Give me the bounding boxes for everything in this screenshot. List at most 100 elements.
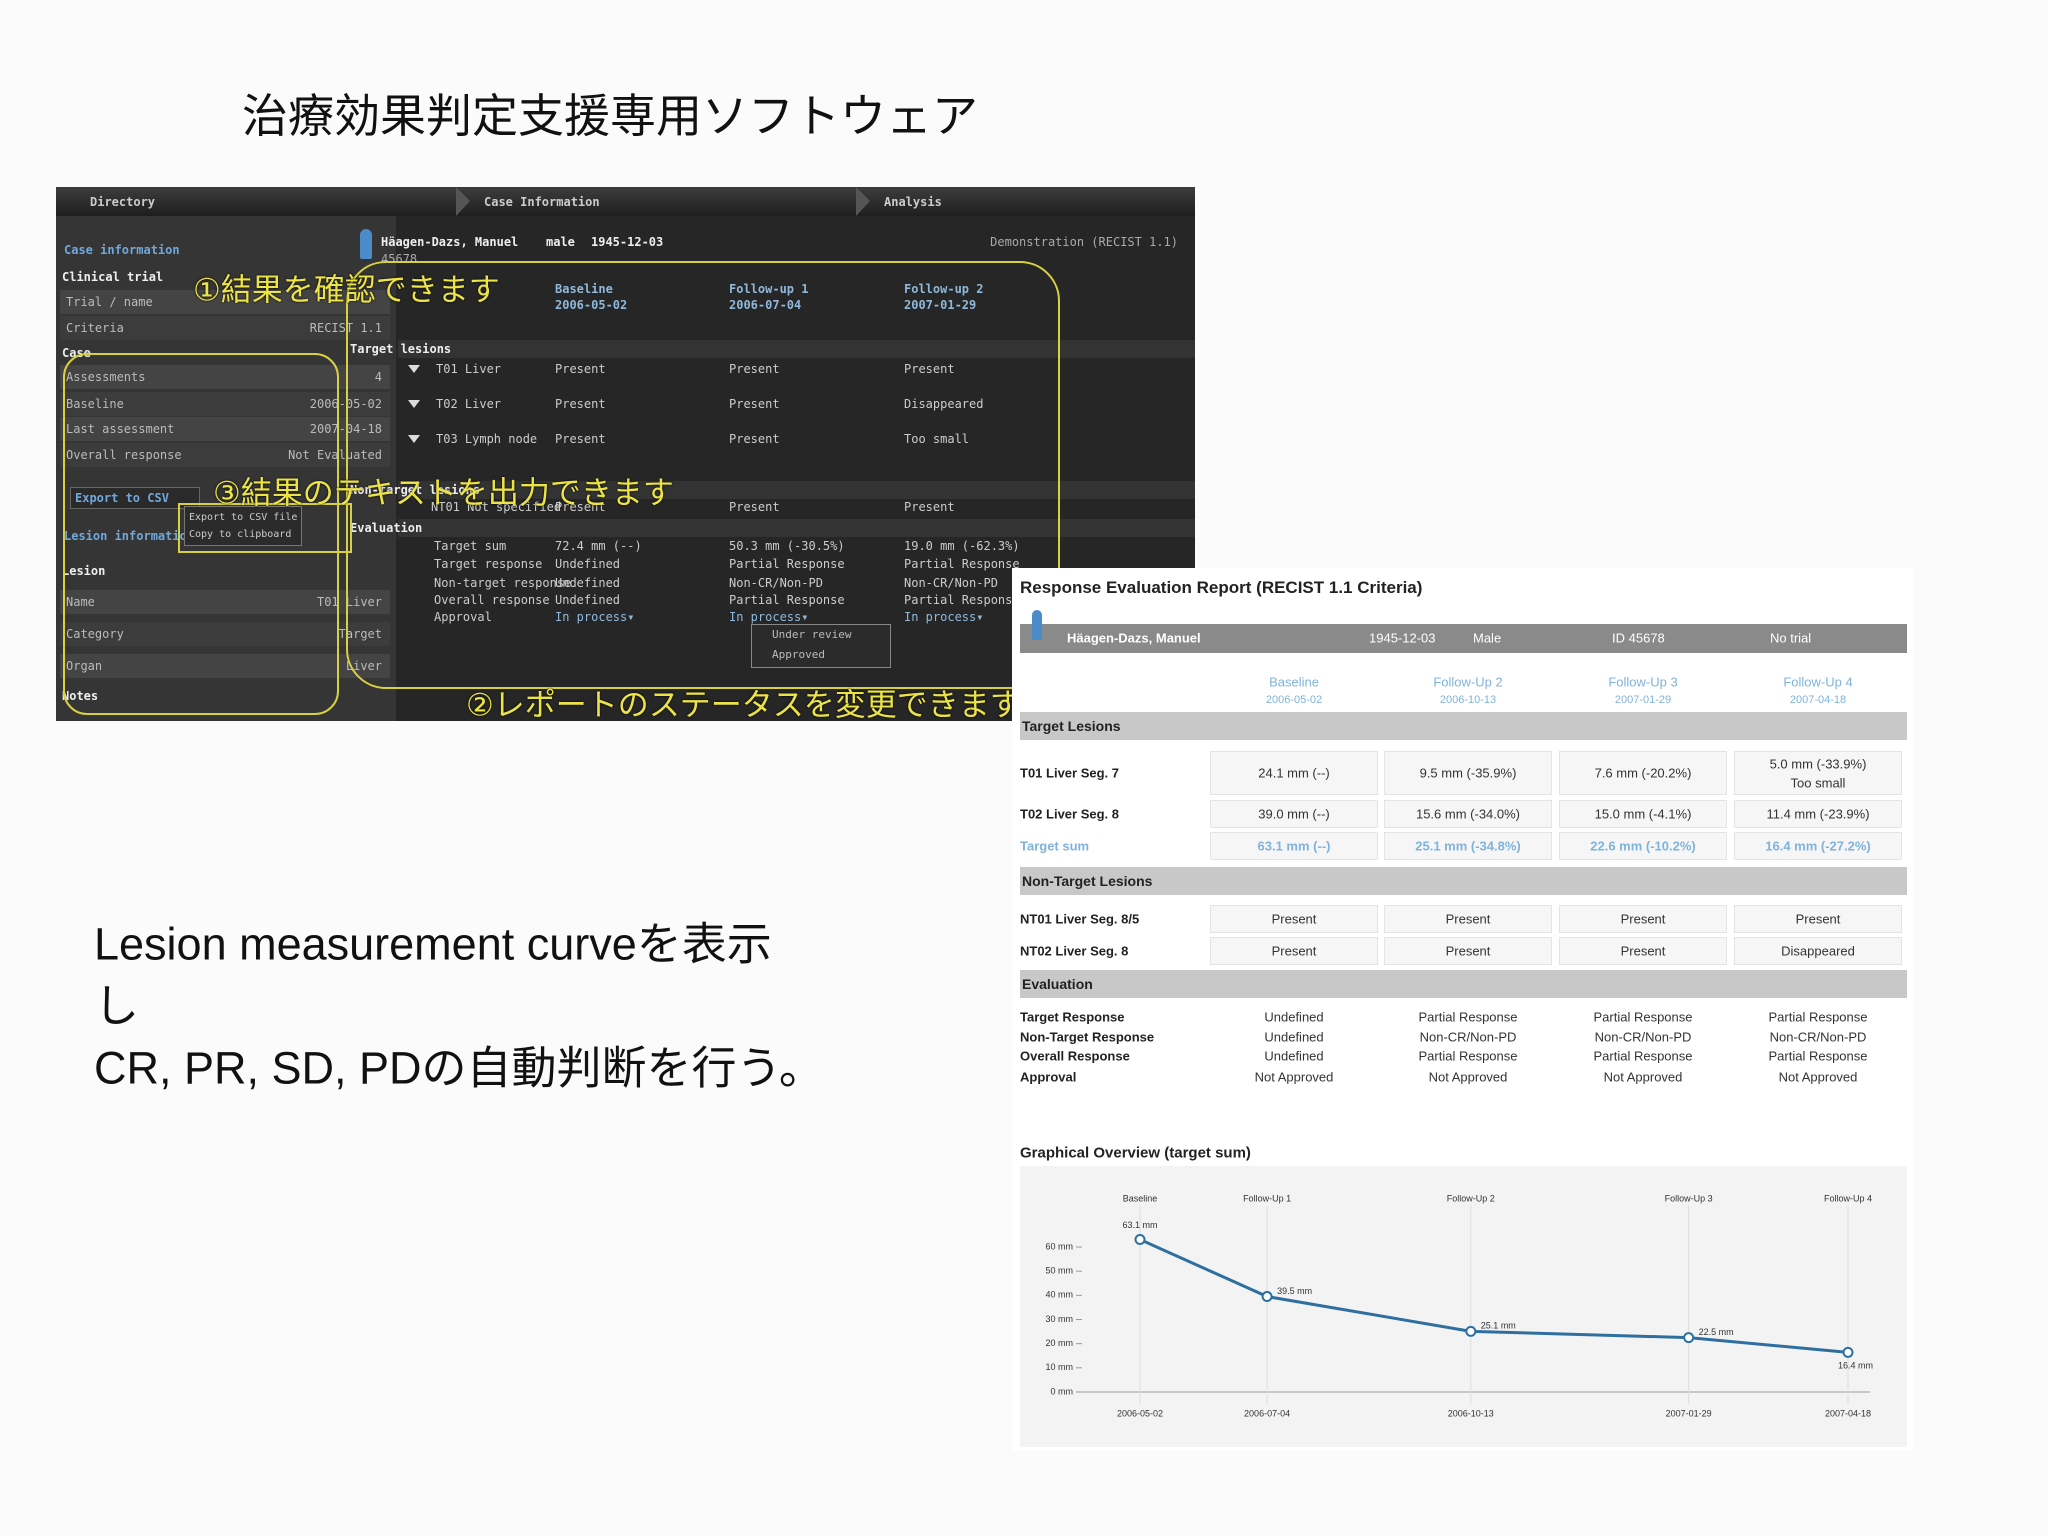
cell: In process▾	[729, 610, 809, 624]
sidebar-row	[60, 392, 390, 416]
row-label: T03 Lymph node	[436, 432, 538, 446]
highlight-frame	[63, 353, 339, 715]
cell: Present	[729, 500, 780, 514]
row-label: T02 Liver Seg. 8	[1020, 806, 1119, 822]
point	[1842, 1346, 1854, 1358]
y-tick-label: 40 mm	[1045, 1290, 1073, 1300]
value-label: 25.1 mm	[1481, 1321, 1516, 1331]
cell: In process▾	[904, 610, 984, 624]
expand-arrow	[408, 400, 420, 408]
sidebar-row	[60, 290, 390, 314]
slide-title: 治療効果判定支援専用ソフトウェア	[242, 91, 978, 142]
sidebar-value: RECIST 1.1	[309, 321, 382, 335]
menu-item[interactable]: Under review	[772, 628, 852, 641]
phase-label: Follow-Up 1	[1243, 1193, 1291, 1203]
person-icon	[1032, 610, 1042, 640]
column-header: Baseline	[555, 282, 613, 296]
cell: Not Approved	[1254, 1069, 1334, 1085]
sidebar-label: Baseline	[66, 397, 124, 411]
cell-box	[1559, 800, 1727, 828]
row-label: NT01 Not specified	[431, 500, 562, 514]
x-tick-label: 2007-01-29	[1666, 1408, 1712, 1418]
patient-patient: Häagen-Dazs, Manuel	[381, 235, 519, 249]
sidebar-value: 2007-04-18	[309, 422, 382, 436]
cell-box	[1384, 937, 1552, 965]
sidebar-value: 4	[374, 370, 382, 384]
cell-box	[1734, 937, 1902, 965]
column-header: Follow-Up 4	[1783, 674, 1853, 690]
cell-box	[1734, 751, 1902, 795]
sidebar-label: Last assessment	[66, 422, 175, 436]
value-label: 63.1 mm	[1122, 1220, 1157, 1230]
tab[interactable]: Analysis	[884, 195, 942, 209]
cell: Non-CR/Non-PD	[904, 576, 998, 590]
row-label: T02 Liver	[436, 397, 502, 411]
sidebar-row	[60, 316, 390, 340]
cell: Non-CR/Non-PD	[1419, 1029, 1517, 1045]
menu-item[interactable]: Export to CSV file	[189, 512, 298, 523]
menu-item[interactable]: Approved	[772, 648, 825, 661]
point	[1261, 1291, 1273, 1303]
column-header: 2007-01-29	[904, 298, 977, 312]
column-header: 2007-04-18	[1789, 694, 1847, 706]
cell: 19.0 mm (-62.3%)	[904, 539, 1020, 553]
cell: Present	[555, 397, 606, 411]
row-label: Non-Target Response	[1020, 1029, 1155, 1045]
cell: 9.5 mm (-35.9%)	[1419, 765, 1517, 781]
section-bar	[398, 519, 1195, 537]
sidebar-label: Organ	[66, 659, 103, 673]
cell: Non-CR/Non-PD	[1769, 1029, 1867, 1045]
tab[interactable]: Case Information	[484, 195, 600, 209]
study: Demonstration (RECIST 1.1)	[990, 235, 1178, 249]
column-header: 2007-01-29	[1614, 694, 1672, 706]
sidebar-row	[60, 654, 390, 678]
sidebar-value: T01 Liver	[316, 595, 382, 609]
cell-box	[1559, 832, 1727, 860]
tab-bar	[56, 187, 1195, 216]
section-heading: Target Lesions	[1022, 718, 1121, 734]
cell: Undefined	[555, 576, 621, 590]
cell: Present	[904, 362, 955, 376]
patient-field: Male	[1473, 630, 1502, 646]
row-label: Approval	[1020, 1069, 1077, 1085]
cell: Present	[1445, 911, 1491, 927]
tab[interactable]: Directory	[90, 195, 156, 209]
column-header: 2006-10-13	[1439, 694, 1497, 706]
cell: Present	[1795, 911, 1841, 927]
cell: Too small	[904, 432, 970, 446]
patient-field: No trial	[1770, 630, 1812, 646]
cell-box	[1210, 937, 1378, 965]
row-label: NT01 Liver Seg. 8/5	[1020, 911, 1140, 927]
patient-dob: 1945-12-03	[591, 235, 664, 249]
y-tick-label: 20 mm	[1045, 1338, 1073, 1348]
export-button[interactable]: Export to CSV	[70, 487, 200, 509]
cell: Not Approved	[1778, 1069, 1858, 1085]
cell: 15.0 mm (-4.1%)	[1594, 806, 1692, 822]
cell-box	[1210, 800, 1378, 828]
value-label: 16.4 mm	[1838, 1361, 1873, 1371]
highlight-frame	[346, 261, 1060, 689]
cell: 5.0 mm (-33.9%)	[1769, 756, 1867, 772]
row-label: NT02 Liver Seg. 8	[1020, 943, 1129, 959]
menu-item[interactable]: Copy to clipboard	[189, 529, 292, 540]
cell: Non-CR/Non-PD	[729, 576, 823, 590]
cell-box	[1384, 832, 1552, 860]
sidebar-row	[60, 590, 390, 614]
cell-box	[1734, 905, 1902, 933]
cell: Present	[1620, 911, 1666, 927]
caption-line: し	[94, 980, 140, 1032]
column-header: 2006-05-02	[555, 298, 628, 312]
highlight-frame	[178, 503, 352, 553]
cell: Partial Response	[1418, 1048, 1518, 1064]
cell: Partial Response	[1768, 1009, 1868, 1025]
cell: Partial Response	[1418, 1009, 1518, 1025]
patient-bar	[1020, 624, 1907, 653]
column-header: Follow-up 1	[729, 282, 809, 296]
person-icon	[360, 229, 372, 259]
column-header: 2006-05-02	[1265, 694, 1323, 706]
cell: Undefined	[1264, 1048, 1324, 1064]
chart: 0 mm 10 mm 20 mm 30 mm 40 mm 50 mm 60 mm Baseli…	[1020, 1166, 1907, 1447]
cell: Present	[904, 500, 955, 514]
cell: Present	[555, 432, 606, 446]
sidebar-label: Category	[66, 627, 124, 641]
